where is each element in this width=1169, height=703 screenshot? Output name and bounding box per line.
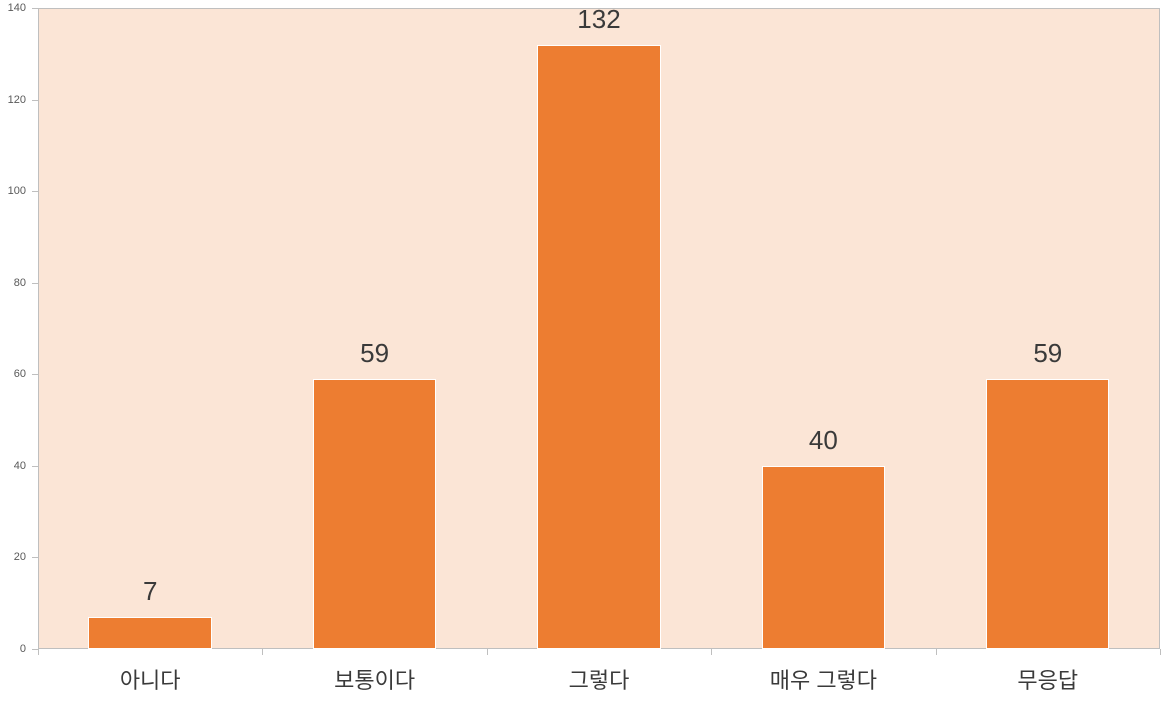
y-tick-label: 0 [0,643,26,655]
y-tick-mark [32,557,38,558]
x-tick-mark [262,649,263,655]
x-tick-label: 매우 그렇다 [770,663,877,695]
y-tick-label: 80 [0,277,26,289]
x-tick-mark [38,649,39,655]
bar [986,379,1109,649]
y-tick-label: 40 [0,460,26,472]
bar-value-label: 132 [577,4,620,35]
y-tick-label: 140 [0,2,26,14]
y-tick-mark [32,374,38,375]
bar-value-label: 59 [360,338,389,369]
x-tick-mark [1160,649,1161,655]
bar-value-label: 7 [143,576,157,607]
x-tick-mark [711,649,712,655]
y-tick-mark [32,8,38,9]
x-tick-mark [936,649,937,655]
y-tick-mark [32,283,38,284]
x-tick-label: 아니다 [120,663,181,695]
y-tick-label: 100 [0,185,26,197]
x-tick-mark [487,649,488,655]
y-tick-label: 20 [0,551,26,563]
bar-chart: 0 20 40 60 80 100 120 140 아니다 보통이다 그렇다 매우 그렇다 무응답 7… [0,0,1169,703]
bar-value-label: 40 [809,425,838,456]
y-tick-mark [32,191,38,192]
y-tick-label: 60 [0,368,26,380]
x-tick-label: 보통이다 [334,663,415,695]
y-tick-mark [32,466,38,467]
x-tick-label: 무응답 [1017,663,1078,695]
bar [537,45,660,649]
bar [313,379,436,649]
y-tick-mark [32,100,38,101]
bar [88,617,211,649]
x-tick-label: 그렇다 [569,663,630,695]
bar-value-label: 59 [1033,338,1062,369]
bar [762,466,885,649]
y-tick-label: 120 [0,94,26,106]
